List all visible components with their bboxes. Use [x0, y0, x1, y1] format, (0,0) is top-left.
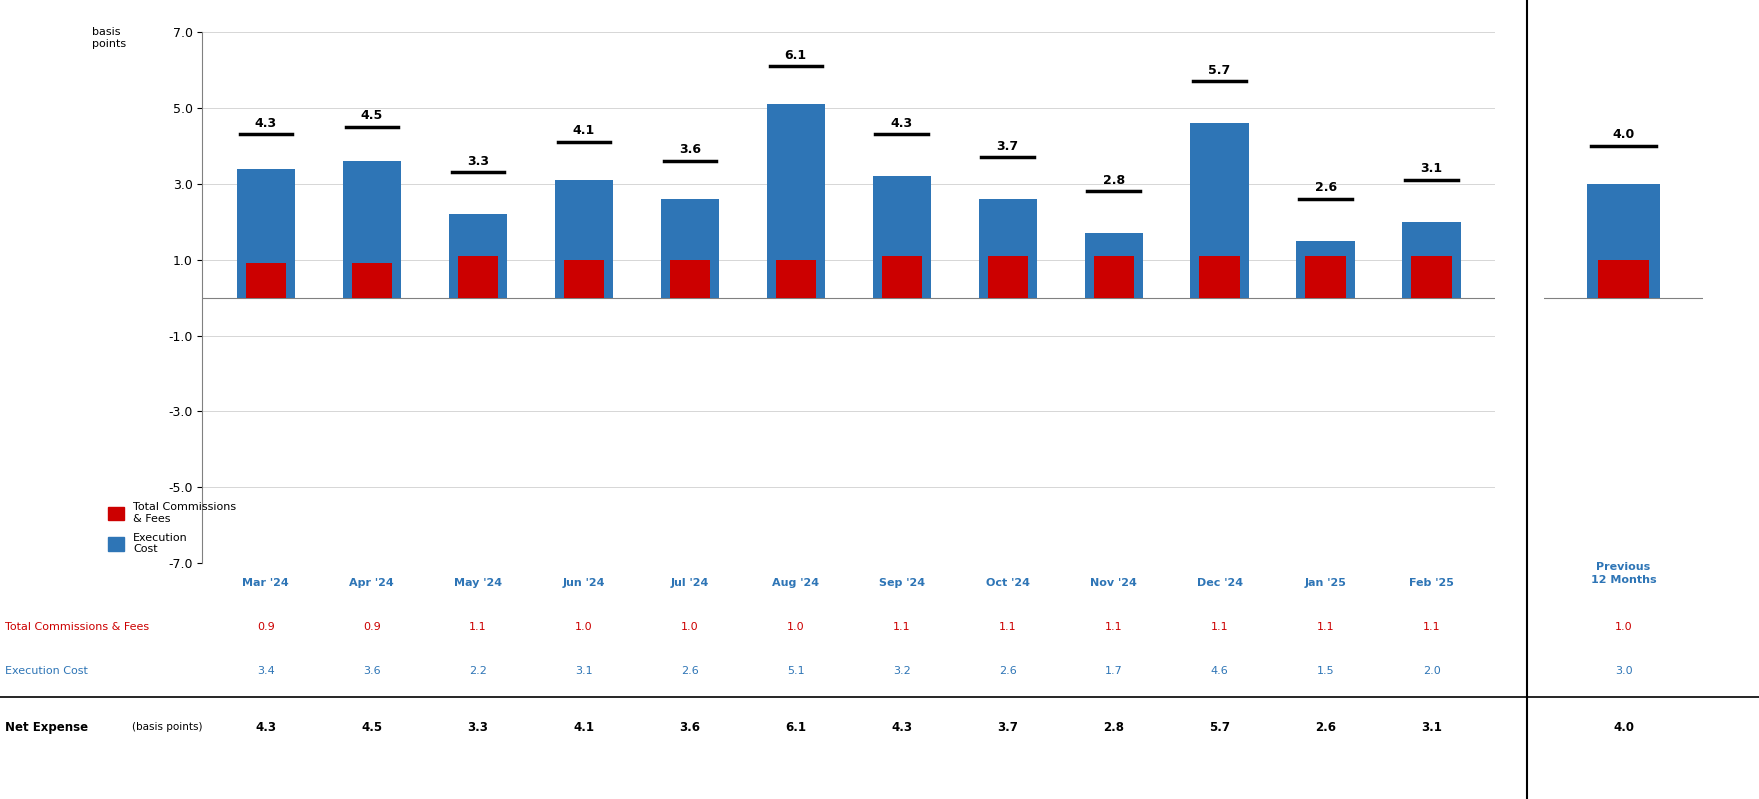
Text: 4.6: 4.6: [1210, 666, 1228, 676]
Bar: [1191, 123, 1249, 297]
Bar: [1587, 184, 1660, 297]
Text: 5.7: 5.7: [1208, 64, 1231, 77]
Bar: [457, 256, 498, 297]
Text: 3.0: 3.0: [1615, 666, 1632, 676]
Text: 4.5: 4.5: [361, 109, 383, 122]
Text: Net Expense: Net Expense: [5, 721, 88, 733]
Text: basis
points: basis points: [93, 26, 127, 49]
Bar: [563, 260, 603, 297]
Text: 3.6: 3.6: [679, 144, 700, 157]
Text: 2.0: 2.0: [1423, 666, 1441, 676]
Text: Feb '25: Feb '25: [1409, 578, 1455, 588]
Bar: [1085, 233, 1143, 297]
Text: 2.6: 2.6: [681, 666, 698, 676]
Bar: [767, 104, 825, 297]
Bar: [1411, 256, 1451, 297]
Text: 3.6: 3.6: [679, 721, 700, 733]
Text: 1.1: 1.1: [894, 622, 911, 632]
Text: Apr '24: Apr '24: [350, 578, 394, 588]
Text: 4.3: 4.3: [892, 721, 913, 733]
Text: 2.6: 2.6: [999, 666, 1017, 676]
Bar: [1305, 256, 1346, 297]
Text: Jun '24: Jun '24: [563, 578, 605, 588]
Text: May '24: May '24: [454, 578, 501, 588]
Text: 3.4: 3.4: [257, 666, 274, 676]
Text: Nov '24: Nov '24: [1091, 578, 1136, 588]
Text: 1.0: 1.0: [786, 622, 804, 632]
Text: Dec '24: Dec '24: [1196, 578, 1242, 588]
Bar: [352, 264, 392, 297]
Text: Aug '24: Aug '24: [772, 578, 820, 588]
Bar: [237, 169, 296, 297]
Text: 5.7: 5.7: [1208, 721, 1230, 733]
Text: Sep '24: Sep '24: [880, 578, 925, 588]
Text: 2.6: 2.6: [1316, 721, 1337, 733]
Text: Mar '24: Mar '24: [243, 578, 288, 588]
Text: 0.9: 0.9: [362, 622, 380, 632]
Bar: [872, 176, 931, 297]
Bar: [776, 260, 816, 297]
Legend: Total Commissions
& Fees, Execution
Cost: Total Commissions & Fees, Execution Cost: [104, 499, 239, 558]
Text: 4.3: 4.3: [255, 117, 276, 130]
Bar: [1094, 256, 1135, 297]
Bar: [1402, 221, 1460, 297]
Text: 4.0: 4.0: [1613, 721, 1634, 733]
Text: 3.2: 3.2: [894, 666, 911, 676]
Text: 4.5: 4.5: [361, 721, 382, 733]
Text: Jan '25: Jan '25: [1305, 578, 1347, 588]
Text: 1.1: 1.1: [470, 622, 487, 632]
Bar: [554, 180, 612, 297]
Bar: [343, 161, 401, 297]
Text: 3.3: 3.3: [468, 721, 489, 733]
Text: 3.7: 3.7: [997, 140, 1018, 153]
Text: Execution Cost: Execution Cost: [5, 666, 88, 676]
Text: 2.8: 2.8: [1103, 174, 1124, 187]
Text: 3.7: 3.7: [997, 721, 1018, 733]
Text: 1.7: 1.7: [1105, 666, 1122, 676]
Text: 1.1: 1.1: [1317, 622, 1335, 632]
Text: 4.1: 4.1: [573, 721, 595, 733]
Text: Jul '24: Jul '24: [670, 578, 709, 588]
Text: 4.0: 4.0: [1613, 129, 1634, 141]
Text: Total Commissions & Fees: Total Commissions & Fees: [5, 622, 150, 632]
Text: Oct '24: Oct '24: [985, 578, 1029, 588]
Bar: [881, 256, 922, 297]
Text: 1.1: 1.1: [1105, 622, 1122, 632]
Text: 1.0: 1.0: [1615, 622, 1632, 632]
Text: 6.1: 6.1: [785, 721, 806, 733]
Text: 1.1: 1.1: [1210, 622, 1228, 632]
Bar: [661, 199, 719, 297]
Text: 3.1: 3.1: [1421, 721, 1442, 733]
Text: 1.1: 1.1: [1423, 622, 1441, 632]
Text: 1.0: 1.0: [575, 622, 593, 632]
Text: 2.2: 2.2: [470, 666, 487, 676]
Text: Previous
12 Months: Previous 12 Months: [1590, 562, 1657, 585]
Text: 4.1: 4.1: [573, 125, 595, 137]
Text: 3.1: 3.1: [1421, 162, 1442, 176]
Bar: [987, 256, 1027, 297]
Text: 4.3: 4.3: [255, 721, 276, 733]
Text: 1.0: 1.0: [681, 622, 698, 632]
Text: 3.6: 3.6: [362, 666, 380, 676]
Bar: [1200, 256, 1240, 297]
Text: 2.8: 2.8: [1103, 721, 1124, 733]
Bar: [670, 260, 711, 297]
Text: 0.9: 0.9: [257, 622, 274, 632]
Text: 1.5: 1.5: [1317, 666, 1335, 676]
Text: 3.3: 3.3: [466, 155, 489, 168]
Bar: [1296, 240, 1354, 297]
Text: 5.1: 5.1: [786, 666, 804, 676]
Bar: [449, 214, 507, 297]
Text: 3.1: 3.1: [575, 666, 593, 676]
Text: (basis points): (basis points): [132, 722, 202, 732]
Bar: [246, 264, 287, 297]
Text: 2.6: 2.6: [1314, 181, 1337, 194]
Bar: [978, 199, 1036, 297]
Text: 4.3: 4.3: [890, 117, 913, 130]
Bar: [1599, 260, 1648, 297]
Text: 6.1: 6.1: [785, 49, 807, 62]
Text: 1.1: 1.1: [999, 622, 1017, 632]
